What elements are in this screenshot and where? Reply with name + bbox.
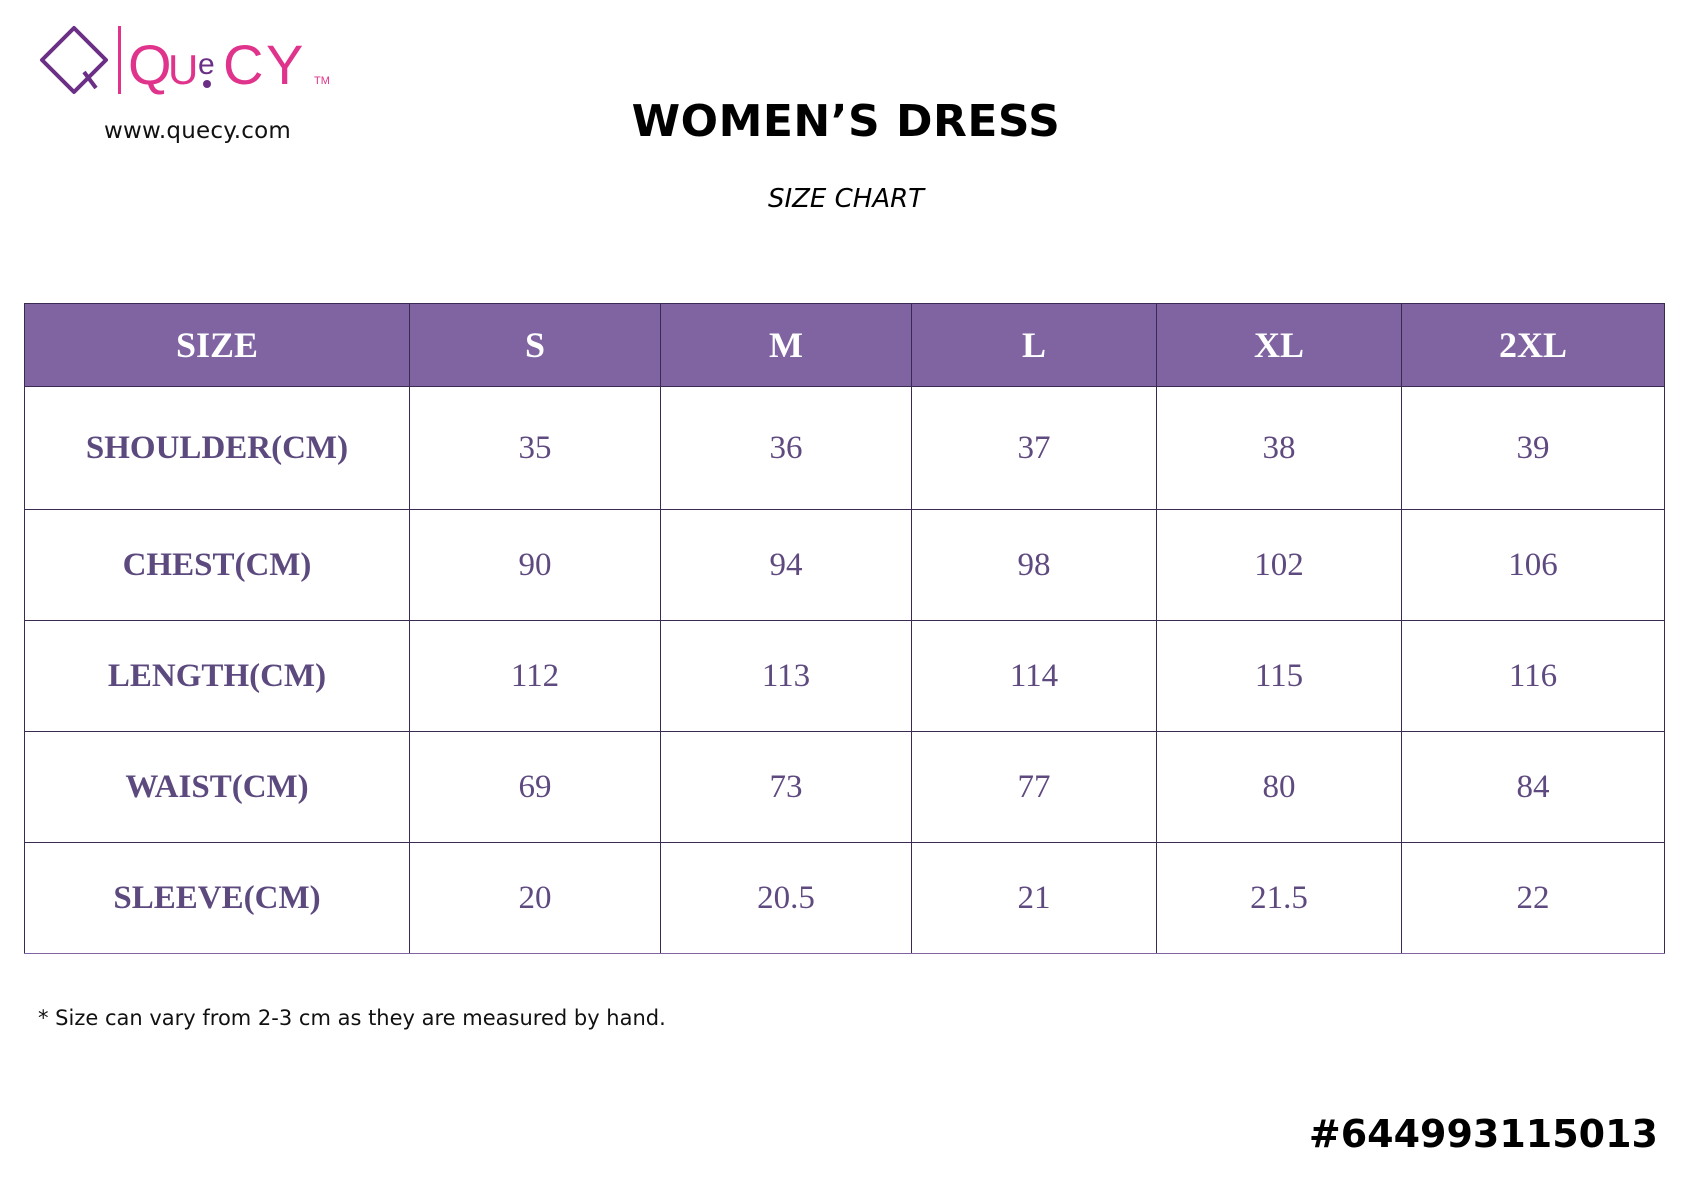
website-url: www.quecy.com bbox=[104, 118, 291, 144]
column-header-m: M bbox=[660, 303, 912, 387]
table-cell: 69 bbox=[409, 731, 661, 843]
table-cell: 114 bbox=[911, 620, 1157, 732]
table-cell: 20 bbox=[409, 842, 661, 954]
table-cell: 39 bbox=[1401, 386, 1665, 510]
table-cell: 90 bbox=[409, 509, 661, 621]
row-label: CHEST(CM) bbox=[24, 509, 410, 621]
table-cell: 21.5 bbox=[1156, 842, 1402, 954]
row-label: WAIST(CM) bbox=[24, 731, 410, 843]
table-cell: 20.5 bbox=[660, 842, 912, 954]
table-cell: 84 bbox=[1401, 731, 1665, 843]
svg-text:Q: Q bbox=[128, 33, 173, 96]
quecy-logo-icon: Q U e C Y TM bbox=[40, 26, 330, 96]
table-cell: 106 bbox=[1401, 509, 1665, 621]
table-row: CHEST(CM) 90 94 98 102 106 bbox=[24, 509, 1665, 621]
svg-text:Y: Y bbox=[266, 33, 303, 96]
table-cell: 113 bbox=[660, 620, 912, 732]
table-cell: 35 bbox=[409, 386, 661, 510]
page-title: WOMEN’S DRESS bbox=[631, 96, 1061, 147]
measurement-note: * Size can vary from 2-3 cm as they are … bbox=[38, 1006, 666, 1030]
table-row: SLEEVE(CM) 20 20.5 21 21.5 22 bbox=[24, 842, 1665, 954]
svg-text:U: U bbox=[168, 46, 198, 93]
column-header-2xl: 2XL bbox=[1401, 303, 1665, 387]
svg-text:TM: TM bbox=[314, 75, 330, 87]
table-cell: 115 bbox=[1156, 620, 1402, 732]
table-cell: 36 bbox=[660, 386, 912, 510]
table-cell: 37 bbox=[911, 386, 1157, 510]
row-label: SLEEVE(CM) bbox=[24, 842, 410, 954]
row-label: LENGTH(CM) bbox=[24, 620, 410, 732]
table-cell: 73 bbox=[660, 731, 912, 843]
table-row: SHOULDER(CM) 35 36 37 38 39 bbox=[24, 386, 1665, 510]
column-header-size: SIZE bbox=[24, 303, 410, 387]
table-cell: 94 bbox=[660, 509, 912, 621]
product-code: #644993115013 bbox=[1308, 1112, 1658, 1156]
table-cell: 98 bbox=[911, 509, 1157, 621]
svg-text:C: C bbox=[223, 33, 263, 96]
table-cell: 80 bbox=[1156, 731, 1402, 843]
table-cell: 77 bbox=[911, 731, 1157, 843]
svg-text:e: e bbox=[198, 48, 215, 81]
column-header-xl: XL bbox=[1156, 303, 1402, 387]
brand-logo: Q U e C Y TM bbox=[38, 24, 368, 100]
size-chart-table: SIZE S M L XL 2XL SHOULDER(CM) 35 36 37 … bbox=[24, 303, 1665, 954]
column-header-s: S bbox=[409, 303, 661, 387]
table-cell: 102 bbox=[1156, 509, 1402, 621]
row-label: SHOULDER(CM) bbox=[24, 386, 410, 510]
page-subtitle: SIZE CHART bbox=[767, 184, 925, 214]
table-header-row: SIZE S M L XL 2XL bbox=[24, 303, 1665, 387]
table-row: WAIST(CM) 69 73 77 80 84 bbox=[24, 731, 1665, 843]
column-header-l: L bbox=[911, 303, 1157, 387]
table-cell: 21 bbox=[911, 842, 1157, 954]
table-cell: 38 bbox=[1156, 386, 1402, 510]
table-cell: 116 bbox=[1401, 620, 1665, 732]
table-row: LENGTH(CM) 112 113 114 115 116 bbox=[24, 620, 1665, 732]
table-cell: 112 bbox=[409, 620, 661, 732]
table-cell: 22 bbox=[1401, 842, 1665, 954]
